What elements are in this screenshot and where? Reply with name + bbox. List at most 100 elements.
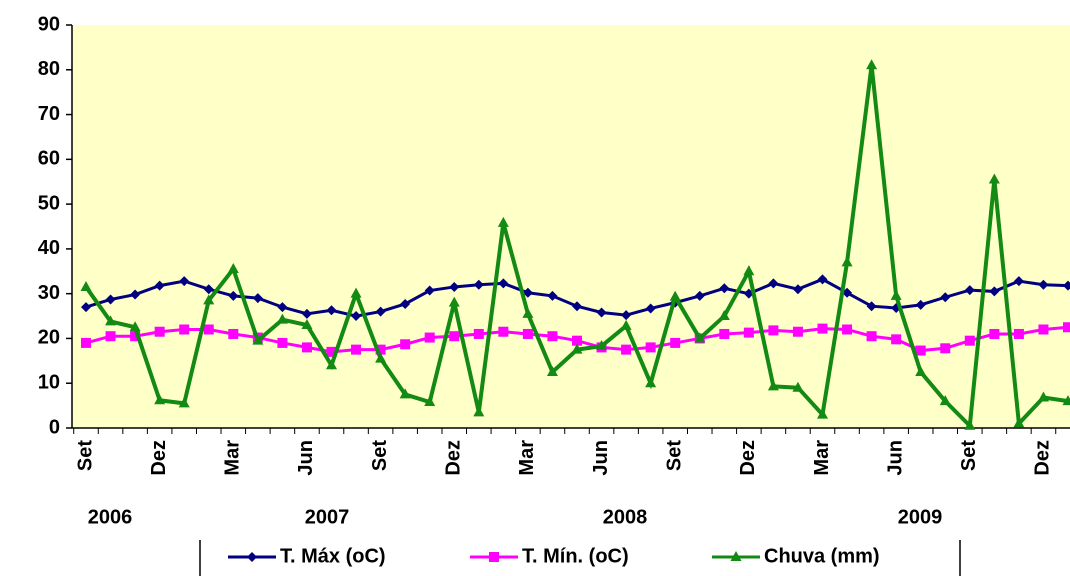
marker <box>1063 280 1070 291</box>
marker <box>277 337 288 348</box>
marker <box>1038 279 1049 290</box>
y-tick-label: 80 <box>38 58 60 80</box>
marker <box>154 326 165 337</box>
marker <box>203 294 215 305</box>
marker <box>522 328 533 339</box>
marker <box>179 324 190 335</box>
marker <box>621 344 632 355</box>
marker <box>890 289 902 300</box>
year-label: 2009 <box>898 506 943 528</box>
marker <box>375 306 386 317</box>
y-tick-label: 60 <box>38 148 60 170</box>
marker <box>1063 322 1070 333</box>
marker <box>130 331 141 342</box>
year-label: 2007 <box>305 506 350 528</box>
x-tick-label: Mar <box>516 440 538 476</box>
x-tick-label: Jun <box>295 440 317 476</box>
marker <box>400 339 411 350</box>
y-tick-label: 90 <box>38 13 60 35</box>
marker <box>620 319 632 330</box>
marker <box>596 340 608 351</box>
y-tick-label: 10 <box>38 372 60 394</box>
marker <box>988 173 1000 184</box>
marker <box>915 345 926 356</box>
marker <box>964 335 975 346</box>
marker <box>940 343 951 354</box>
marker <box>841 256 853 267</box>
marker <box>694 290 705 301</box>
legend-item: T. Mín. (oC) <box>470 545 629 567</box>
marker <box>497 216 509 227</box>
marker <box>498 326 509 337</box>
x-tick-label: Mar <box>222 440 244 476</box>
marker <box>718 310 730 321</box>
marker <box>621 310 632 321</box>
marker <box>866 331 877 342</box>
marker <box>522 307 534 318</box>
marker <box>449 281 460 292</box>
marker <box>792 326 803 337</box>
marker <box>743 265 755 276</box>
marker <box>105 331 116 342</box>
year-label: 2008 <box>603 506 648 528</box>
marker <box>768 325 779 336</box>
marker <box>842 324 853 335</box>
marker <box>489 552 499 562</box>
legend-label: T. Mín. (oC) <box>522 545 629 567</box>
year-label: 2006 <box>88 506 133 528</box>
marker <box>326 346 337 357</box>
marker <box>301 308 312 319</box>
marker <box>276 313 288 324</box>
marker <box>154 280 165 291</box>
marker <box>866 301 877 312</box>
marker <box>767 380 779 391</box>
marker <box>375 344 386 355</box>
marker <box>940 292 951 303</box>
marker <box>154 394 166 405</box>
legend-item: Chuva (mm) <box>712 545 880 567</box>
marker <box>105 294 116 305</box>
marker <box>129 321 141 332</box>
marker <box>964 419 976 430</box>
marker <box>792 284 803 295</box>
marker <box>989 328 1000 339</box>
marker <box>915 299 926 310</box>
legend-label: Chuva (mm) <box>764 545 880 567</box>
marker <box>498 278 509 289</box>
legend-label: T. Máx (oC) <box>280 545 386 567</box>
marker <box>449 331 460 342</box>
marker <box>424 285 435 296</box>
marker <box>866 59 878 70</box>
marker <box>301 319 313 330</box>
y-tick-label: 70 <box>38 103 60 125</box>
marker <box>252 334 264 345</box>
marker <box>1013 276 1024 287</box>
marker <box>178 397 190 408</box>
marker <box>1013 417 1025 428</box>
x-tick-label: Set <box>74 440 96 471</box>
marker <box>891 334 902 345</box>
marker <box>351 344 362 355</box>
marker <box>817 408 828 419</box>
y-tick-label: 20 <box>38 327 60 349</box>
marker <box>694 332 706 343</box>
marker <box>1037 391 1049 402</box>
marker <box>1038 324 1049 335</box>
marker <box>326 359 337 370</box>
marker <box>547 290 558 301</box>
plot-area <box>72 25 1070 428</box>
marker <box>817 274 828 285</box>
x-tick-label: Mar <box>811 440 833 476</box>
legend-item: T. Máx (oC) <box>228 545 386 567</box>
marker <box>915 366 927 377</box>
y-tick-label: 40 <box>38 237 60 259</box>
marker <box>669 290 681 301</box>
marker <box>424 332 435 343</box>
marker <box>203 284 214 295</box>
marker <box>473 406 485 417</box>
marker <box>792 381 804 392</box>
marker <box>301 342 312 353</box>
marker <box>203 324 214 335</box>
marker <box>645 303 656 314</box>
